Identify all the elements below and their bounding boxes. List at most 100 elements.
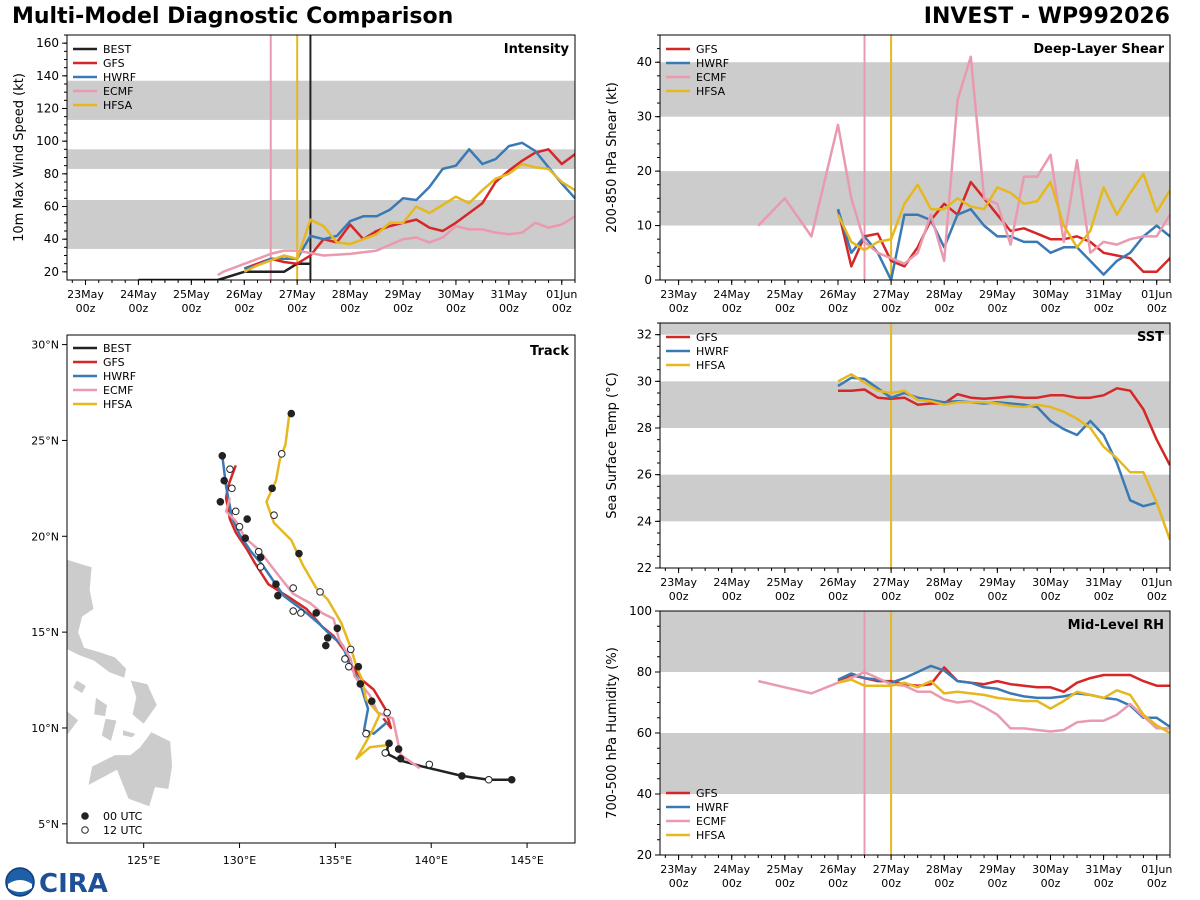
sst-chart: 22242628303223May00z24May00z25May00z26Ma… xyxy=(605,322,1172,603)
sst-xtick-hour: 00z xyxy=(934,590,954,603)
shear-xtick-day: 25May xyxy=(766,288,803,301)
sst-ytick-label: 22 xyxy=(637,561,652,575)
track-marker-00utc xyxy=(368,697,376,705)
track-marker-12utc xyxy=(381,749,390,757)
track-marker-00utc xyxy=(216,497,225,506)
sst-xtick-day: 29May xyxy=(979,576,1016,589)
intensity-legend-label-hwrf: HWRF xyxy=(103,71,136,84)
sst-legend-label-hwrf: HWRF xyxy=(696,345,729,358)
intensity-ytick-label: 20 xyxy=(44,265,59,279)
track-marker-12utc xyxy=(226,465,234,473)
track-legend-label-gfs: GFS xyxy=(103,356,125,369)
land-mass xyxy=(87,731,173,807)
rh-xtick-day: 26May xyxy=(820,863,857,876)
intensity-xtick-day: 26May xyxy=(226,288,263,301)
shear-ytick-label: 20 xyxy=(637,164,652,178)
track-marker-12utc xyxy=(346,645,355,654)
intensity-legend-label-ecmf: ECMF xyxy=(103,85,133,98)
intensity-legend-label-best: BEST xyxy=(103,43,131,56)
intensity-xtick-hour: 00z xyxy=(340,302,360,315)
track-marker-legend-label: 00 UTC xyxy=(103,810,143,823)
sst-xtick-hour: 00z xyxy=(722,590,742,603)
intensity-legend-label-hfsa: HFSA xyxy=(103,99,133,112)
intensity-ytick-label: 40 xyxy=(44,232,59,246)
track-ytick-label: 30°N xyxy=(31,339,59,352)
track-series-best xyxy=(385,742,512,781)
track-marker-12utc xyxy=(256,563,265,571)
track-marker-00utc xyxy=(287,409,296,418)
intensity-xtick-hour: 00z xyxy=(552,302,572,315)
intensity-xtick-hour: 00z xyxy=(129,302,149,315)
intensity-band xyxy=(67,149,575,169)
shear-xtick-day: 01Jun xyxy=(1141,288,1172,301)
sst-xtick-hour: 00z xyxy=(881,590,901,603)
track-marker-12utc xyxy=(235,522,244,531)
track-marker-00utc xyxy=(295,549,303,558)
rh-xtick-day: 29May xyxy=(979,863,1016,876)
shear-series-ecmf xyxy=(757,55,1170,265)
intensity-xtick-day: 30May xyxy=(438,288,475,301)
figure-title: Multi-Model Diagnostic Comparison xyxy=(12,4,454,29)
intensity-xtick-day: 29May xyxy=(385,288,422,301)
shear-xtick-hour: 00z xyxy=(828,302,848,315)
track-marker-00utc xyxy=(507,775,516,784)
shear-series-hwrf xyxy=(836,207,1170,280)
intensity-xtick-day: 23May xyxy=(67,288,104,301)
rh-series-ecmf xyxy=(758,670,1170,733)
intensity-ytick-label: 160 xyxy=(36,36,59,50)
rh-ytick-label: 40 xyxy=(637,787,652,801)
shear-xtick-day: 26May xyxy=(820,288,857,301)
rh-xtick-hour: 00z xyxy=(1094,877,1114,890)
intensity-ytick-label: 100 xyxy=(36,134,59,148)
track-marker-00utc xyxy=(385,739,393,748)
track-marker-00utc xyxy=(243,515,251,523)
track-xtick-label: 135°E xyxy=(319,854,352,867)
intensity-series-hfsa xyxy=(243,162,575,273)
sst-xtick-day: 23May xyxy=(660,576,697,589)
track-marker-12utc xyxy=(316,588,324,596)
track-ytick-label: 20°N xyxy=(31,530,59,543)
sst-legend-label-gfs: GFS xyxy=(696,331,718,344)
rh-ytick-label: 100 xyxy=(629,604,652,618)
rh-xtick-day: 01Jun xyxy=(1141,863,1172,876)
track-marker-00utc xyxy=(312,609,321,617)
track-ytick-label: 15°N xyxy=(31,626,59,639)
track-marker-00utc xyxy=(354,662,363,671)
rh-xtick-day: 30May xyxy=(1032,863,1069,876)
intensity-band xyxy=(67,80,575,120)
track-legend-label-hwrf: HWRF xyxy=(103,370,136,383)
shear-xtick-hour: 00z xyxy=(934,302,954,315)
rh-xtick-hour: 00z xyxy=(934,877,954,890)
track-marker-00utc xyxy=(272,580,280,589)
track-marker-00utc xyxy=(274,591,282,600)
rh-ytick-label: 60 xyxy=(637,726,652,740)
track-xtick-label: 125°E xyxy=(127,854,160,867)
track-marker-00utc xyxy=(241,534,250,543)
sst-xtick-hour: 00z xyxy=(1147,590,1167,603)
track-marker-12utc xyxy=(484,775,493,784)
track-ytick-label: 5°N xyxy=(38,818,59,831)
track-frame xyxy=(66,334,576,844)
intensity-xtick-hour: 00z xyxy=(287,302,307,315)
track-marker-12utc xyxy=(297,609,305,617)
sst-ytick-label: 28 xyxy=(637,421,652,435)
intensity-ytick-label: 80 xyxy=(44,167,59,181)
track-title: Track xyxy=(530,344,569,359)
intensity-ytick-label: 120 xyxy=(36,102,59,116)
rh-title: Mid-Level RH xyxy=(1068,618,1164,633)
rh-series-hfsa xyxy=(837,678,1170,735)
sst-xtick-day: 31May xyxy=(1085,576,1122,589)
shear-xtick-hour: 00z xyxy=(669,302,689,315)
sst-xtick-hour: 00z xyxy=(1094,590,1114,603)
shear-xtick-day: 30May xyxy=(1032,288,1069,301)
sst-xtick-day: 27May xyxy=(873,576,910,589)
track-series-hwrf xyxy=(221,455,388,735)
sst-xtick-hour: 00z xyxy=(1041,590,1061,603)
rh-xtick-day: 31May xyxy=(1085,863,1122,876)
track-marker-legend-symbol xyxy=(81,812,89,820)
rh-ytick-label: 20 xyxy=(637,848,652,862)
intensity-ylabel: 10m Max Wind Speed (kt) xyxy=(12,73,27,242)
rh-xtick-hour: 00z xyxy=(881,877,901,890)
track-marker-12utc xyxy=(425,760,434,769)
